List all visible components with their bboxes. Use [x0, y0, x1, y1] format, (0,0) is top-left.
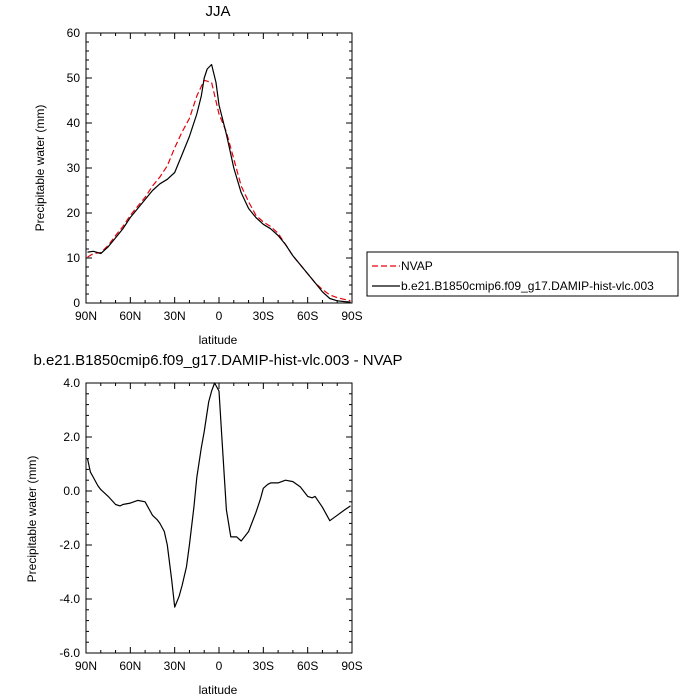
- bottom-chart-title: b.e21.B1850cmip6.f09_g17.DAMIP-hist-vlc.…: [33, 352, 402, 369]
- top-chart-title: JJA: [205, 3, 230, 20]
- top-ytick-label: 10: [67, 251, 81, 265]
- top-ytick-label: 40: [67, 116, 81, 130]
- top-xtick-label: 30S: [253, 309, 274, 323]
- top-ytick-label: 0: [73, 296, 80, 310]
- bottom-x-axis-label: latitude: [199, 683, 238, 697]
- bottom-ytick-label: 2.0: [63, 430, 80, 444]
- bottom-xtick-label: 90S: [341, 659, 362, 673]
- top-xtick-label: 60N: [119, 309, 141, 323]
- bottom-ytick-label: -6.0: [59, 646, 80, 660]
- top-series-line-0: [87, 79, 351, 302]
- top-ytick-label: 50: [67, 71, 81, 85]
- top-y-axis-label: Precipitable water (mm): [33, 105, 47, 232]
- bottom-ytick-label: -2.0: [59, 538, 80, 552]
- top-series-line-1: [87, 63, 351, 303]
- bottom-xtick-label: 0: [216, 659, 223, 673]
- top-ytick-label: 60: [67, 26, 81, 40]
- bottom-ytick-label: -4.0: [59, 592, 80, 606]
- top-plot-area: 0 10 20 30 40 50 60 90N 60N 30N 0 30S 60S 90S: [67, 26, 363, 323]
- bottom-ytick-label: 4.0: [63, 376, 80, 390]
- top-panel: JJA 0 10 20 30 40 50 60 90N 60N 30N 0 30S 60S 90S lat…: [33, 3, 363, 347]
- top-xtick-label: 90S: [341, 309, 362, 323]
- legend-box: [366, 251, 679, 297]
- bottom-y-axis-label: Precipitable water (mm): [25, 456, 39, 583]
- bottom-panel: b.e21.B1850cmip6.f09_g17.DAMIP-hist-vlc.…: [25, 352, 403, 697]
- top-xtick-label: 60S: [297, 309, 318, 323]
- top-xtick-label: 30N: [164, 309, 186, 323]
- bottom-frame: [85, 382, 353, 654]
- top-ytick-label: 30: [67, 161, 81, 175]
- top-xtick-label: 0: [216, 309, 223, 323]
- bottom-xtick-label: 90N: [75, 659, 97, 673]
- top-x-axis-label: latitude: [199, 333, 238, 347]
- legend-label-nvap: NVAP: [401, 259, 433, 273]
- top-xtick-label: 90N: [75, 309, 97, 323]
- top-ytick-label: 20: [67, 206, 81, 220]
- bottom-xtick-label: 60N: [119, 659, 141, 673]
- legend: NVAP b.e21.B1850cmip6.f09_g17.DAMIP-hist…: [366, 251, 679, 297]
- top-frame: [85, 32, 353, 304]
- bottom-plot-area: -6.0 -4.0 -2.0 0.0 2.0 4.0 90N 60N 30N 0 30S 60S 90S: [59, 376, 362, 673]
- bottom-xtick-label: 60S: [297, 659, 318, 673]
- bottom-ytick-label: 0.0: [63, 484, 80, 498]
- legend-label-model: b.e21.B1850cmip6.f09_g17.DAMIP-hist-vlc.…: [401, 279, 654, 293]
- bottom-xtick-label: 30S: [253, 659, 274, 673]
- bottom-series-line-0: [86, 382, 351, 608]
- bottom-xtick-label: 30N: [164, 659, 186, 673]
